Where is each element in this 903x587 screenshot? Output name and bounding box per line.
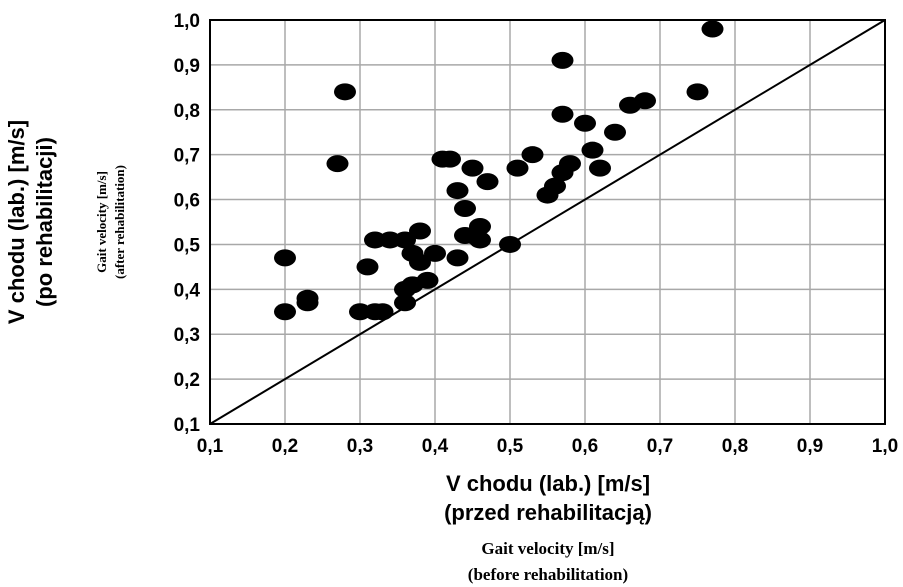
y-tick-label: 0,7 <box>174 146 200 167</box>
x-tick-label: 0,7 <box>647 436 673 457</box>
data-point <box>701 20 724 38</box>
x-tick-labels: 0,1 0,2 0,3 0,4 0,5 0,6 0,7 0,8 0,9 1,0 <box>197 436 898 457</box>
data-point <box>416 271 439 289</box>
y-tick-label: 0,4 <box>174 280 201 301</box>
x-tick-label: 0,4 <box>422 436 449 457</box>
x-tick-label: 0,3 <box>347 436 373 457</box>
data-point <box>394 294 416 312</box>
data-point <box>469 231 491 249</box>
data-point <box>454 200 476 218</box>
data-point <box>446 182 469 200</box>
data-point <box>461 159 484 177</box>
data-point <box>274 249 296 267</box>
data-point <box>274 303 296 321</box>
y-axis-label: V chodu (lab.) [m/s] <box>4 120 29 324</box>
x-axis-label-sub: (przed rehabilitacją) <box>444 500 652 525</box>
y-tick-label: 1,0 <box>174 11 200 32</box>
y-tick-label: 0,9 <box>174 56 200 77</box>
x-axis-label-en-sub: (before rehabilitation) <box>468 565 628 584</box>
data-point <box>551 51 574 69</box>
x-axis-label: V chodu (lab.) [m/s] <box>446 471 650 496</box>
y-tick-label: 0,8 <box>174 101 200 122</box>
data-point <box>424 244 446 262</box>
data-point <box>521 146 544 164</box>
data-point <box>544 177 566 195</box>
data-point <box>476 173 499 191</box>
data-point <box>634 92 656 110</box>
y-axis-label-en: Gait velocity [m/s] <box>94 171 109 273</box>
y-tick-label: 0,5 <box>174 235 201 256</box>
data-point <box>559 155 581 173</box>
data-point <box>446 249 469 267</box>
data-point <box>371 303 394 321</box>
data-point <box>326 155 349 173</box>
data-point <box>574 114 596 132</box>
data-point <box>296 289 319 307</box>
identity-line-group <box>209 19 886 425</box>
y-tick-label: 0,1 <box>174 415 201 436</box>
y-tick-label: 0,2 <box>174 370 200 391</box>
y-tick-label: 0,3 <box>174 325 200 346</box>
data-point <box>581 141 604 159</box>
data-point <box>334 83 356 101</box>
x-tick-label: 0,5 <box>497 436 524 457</box>
x-tick-label: 0,6 <box>572 436 598 457</box>
data-point <box>551 105 574 123</box>
data-point <box>394 231 416 249</box>
x-tick-label: 0,9 <box>797 436 823 457</box>
data-point <box>439 150 461 168</box>
data-point <box>604 123 626 141</box>
data-points <box>274 20 724 321</box>
x-tick-label: 1,0 <box>872 436 898 457</box>
x-tick-label: 0,1 <box>197 436 224 457</box>
x-tick-label: 0,2 <box>272 436 298 457</box>
data-point <box>506 159 529 177</box>
data-point <box>589 159 611 177</box>
identity-line <box>209 19 886 425</box>
data-point <box>409 253 431 271</box>
data-point <box>499 235 521 253</box>
y-axis-label-en-sub: (after rehabilitation) <box>112 165 127 279</box>
y-axis-label-sub: (po rehabilitacji) <box>32 137 57 307</box>
data-point <box>409 222 431 240</box>
data-point <box>469 217 491 235</box>
y-tick-label: 0,6 <box>174 191 200 212</box>
plot-frame <box>209 19 886 425</box>
x-axis-label-en: Gait velocity [m/s] <box>481 539 614 558</box>
y-tick-labels: 0,1 0,2 0,3 0,4 0,5 0,6 0,7 0,8 0,9 1,0 <box>174 11 201 436</box>
data-point <box>686 83 709 101</box>
data-point <box>356 258 379 276</box>
x-tick-label: 0,8 <box>722 436 748 457</box>
